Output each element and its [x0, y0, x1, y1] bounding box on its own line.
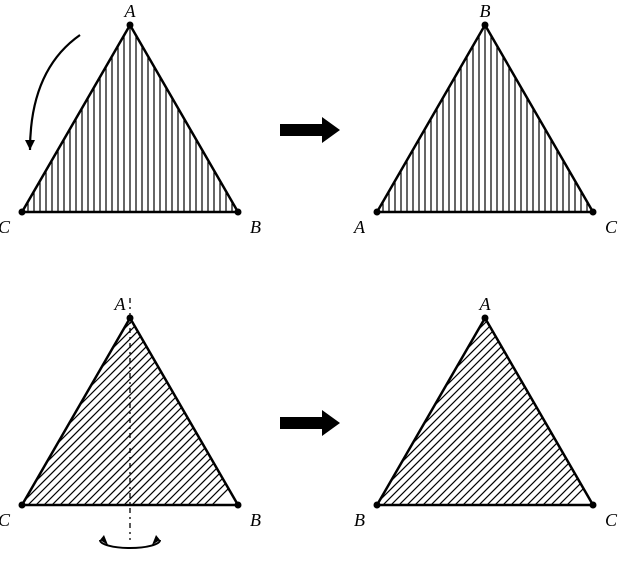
vertex-tl-0 [127, 22, 134, 29]
label-tl-bottom_right: B [250, 217, 261, 237]
label-bl-bottom_left: C [0, 510, 11, 530]
label-tr-apex: B [480, 1, 491, 21]
vertex-br-2 [590, 502, 597, 509]
label-br-apex: A [479, 294, 492, 314]
label-tr-bottom_right: C [605, 217, 618, 237]
vertex-tr-0 [482, 22, 489, 29]
hatch-tr [377, 25, 593, 212]
vertex-bl-1 [19, 502, 26, 509]
vertex-tl-1 [19, 209, 26, 216]
label-tl-apex: A [124, 1, 137, 21]
rotation-arc [30, 35, 80, 150]
transform-arrow [280, 117, 340, 143]
diagram-svg: A C B B A C A C B A B C [0, 0, 622, 563]
vertex-tr-1 [374, 209, 381, 216]
transform-arrow [280, 410, 340, 436]
label-br-bottom_left: B [354, 510, 365, 530]
label-tr-bottom_left: A [353, 217, 366, 237]
vertex-br-1 [374, 502, 381, 509]
vertex-tl-2 [235, 209, 242, 216]
label-tl-bottom_left: C [0, 217, 11, 237]
vertex-bl-2 [235, 502, 242, 509]
rotation-arrowhead [25, 140, 35, 150]
hatch-tl [22, 25, 238, 212]
label-bl-apex: A [114, 294, 127, 314]
label-bl-bottom_right: B [250, 510, 261, 530]
diagram-canvas: A C B B A C A C B A B C [0, 0, 622, 563]
vertex-tr-2 [590, 209, 597, 216]
vertex-br-0 [482, 315, 489, 322]
label-br-bottom_right: C [605, 510, 618, 530]
flip-arc [100, 540, 160, 548]
